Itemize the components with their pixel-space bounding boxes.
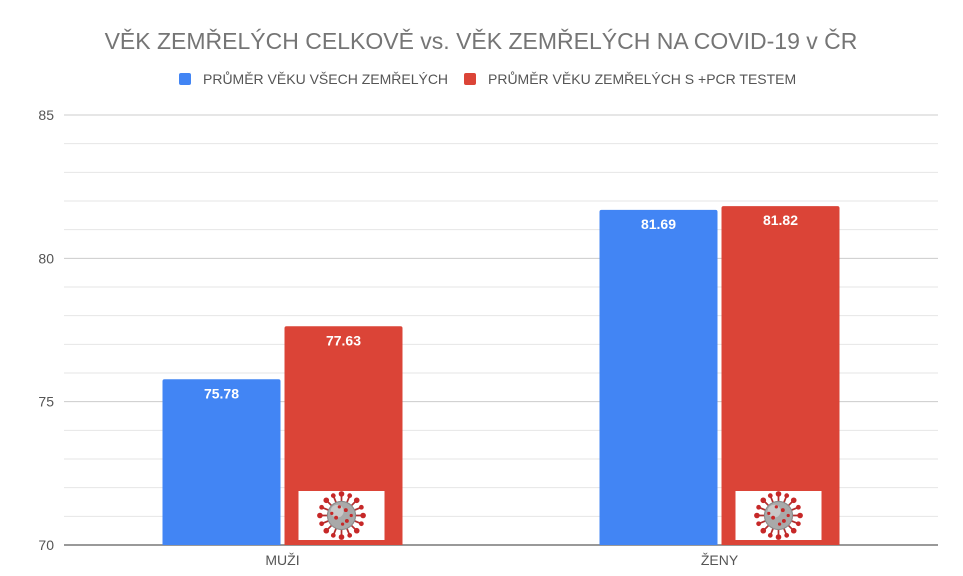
y-tick-label: 85 xyxy=(38,107,54,123)
y-axis-ticks: 70 75 80 85 xyxy=(38,107,54,553)
bar-data-label: 81.82 xyxy=(763,212,798,228)
bar xyxy=(599,209,718,546)
y-tick-label: 80 xyxy=(38,250,54,266)
bar xyxy=(721,206,840,545)
bar xyxy=(162,379,281,545)
bar-data-label: 75.78 xyxy=(204,385,239,401)
legend-item-pcr-deceased[interactable]: PRŮMĚR VĚKU ZEMŘELÝCH S +PCR TESTEM xyxy=(464,70,796,87)
x-tick-label: MUŽI xyxy=(265,552,299,568)
y-tick-label: 75 xyxy=(38,394,54,410)
bar-data-label: 81.69 xyxy=(641,216,676,232)
legend: PRŮMĚR VĚKU VŠECH ZEMŘELÝCH PRŮMĚR VĚKU … xyxy=(179,70,796,87)
bar xyxy=(284,326,403,545)
x-tick-label: ŽENY xyxy=(701,552,739,568)
bars: 75.78 77.63 81.69 81.82 xyxy=(162,206,840,546)
coronavirus-icon xyxy=(735,490,822,541)
legend-item-all-deceased[interactable]: PRŮMĚR VĚKU VŠECH ZEMŘELÝCH xyxy=(179,70,448,87)
legend-swatch-blue xyxy=(179,73,191,85)
y-tick-label: 70 xyxy=(38,537,54,553)
legend-label-pcr-deceased: PRŮMĚR VĚKU ZEMŘELÝCH S +PCR TESTEM xyxy=(488,70,796,87)
legend-swatch-red xyxy=(464,73,476,85)
bar-data-label: 77.63 xyxy=(326,332,361,348)
coronavirus-icon xyxy=(298,490,385,541)
grid-lines xyxy=(64,114,938,546)
legend-label-all-deceased: PRŮMĚR VĚKU VŠECH ZEMŘELÝCH xyxy=(203,70,448,87)
chart-title: VĚK ZEMŘELÝCH CELKOVĚ vs. VĚK ZEMŘELÝCH … xyxy=(105,27,858,54)
x-axis-ticks: MUŽI ŽENY xyxy=(265,552,738,568)
